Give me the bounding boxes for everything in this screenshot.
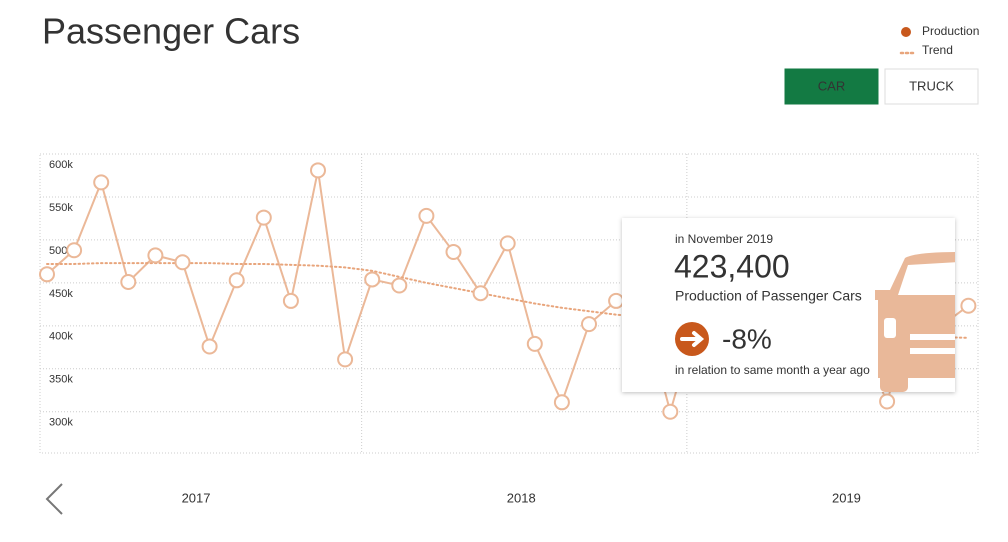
tooltip-change: -8%	[722, 323, 772, 354]
car-grille	[910, 334, 955, 340]
data-point	[66, 242, 83, 259]
button-label: TRUCK	[909, 78, 954, 93]
data-point	[445, 243, 462, 260]
legend-label: Production	[922, 24, 979, 38]
data-point	[608, 292, 625, 309]
tooltip-value: 423,400	[674, 248, 790, 284]
data-point	[310, 162, 326, 179]
y-tick-label: 400k	[49, 331, 73, 343]
data-point	[255, 209, 272, 226]
data-point	[364, 271, 381, 288]
legend-label: Trend	[922, 43, 953, 57]
y-tick-label: 450k	[49, 288, 73, 300]
data-point	[120, 274, 137, 291]
data-point	[418, 207, 435, 224]
data-point	[499, 235, 516, 252]
trend-line	[46, 262, 970, 339]
y-tick-label: 600k	[49, 159, 73, 171]
toggle-button[interactable]: CAR	[784, 68, 879, 105]
data-point	[93, 174, 110, 191]
tooltip-period: in November 2019	[675, 232, 773, 246]
data-point	[662, 403, 679, 420]
chart-title: Passenger Cars	[42, 11, 300, 52]
car-light	[884, 318, 896, 338]
car-wheel	[880, 370, 908, 392]
data-point	[526, 335, 543, 352]
change-arrow	[680, 331, 705, 347]
car-icon	[875, 252, 955, 392]
data-point	[960, 297, 977, 314]
data-point	[39, 266, 55, 283]
y-tick-label: 350k	[49, 374, 73, 386]
car-grille	[910, 348, 955, 354]
y-tick-label: 300k	[49, 417, 73, 429]
controls: Production Trend CAR TRUCK in November 2019 4…	[622, 24, 979, 392]
data-point	[282, 292, 299, 309]
x-tick-label: 2017	[182, 490, 211, 505]
x-tick-label: 2018	[507, 490, 536, 505]
data-point	[391, 277, 408, 294]
data-point	[174, 254, 191, 271]
car-window	[898, 262, 955, 295]
button-label: CAR	[818, 78, 845, 93]
button-bg	[784, 68, 879, 105]
legend-swatch	[901, 27, 911, 37]
back-button[interactable]	[45, 483, 63, 515]
data-point	[147, 247, 164, 264]
button-bg	[884, 68, 979, 105]
tooltip: in November 2019 423,400 Production of Pas…	[622, 218, 955, 392]
data-point	[201, 338, 218, 355]
x-tick-label: 2019	[832, 490, 861, 505]
data-point	[472, 285, 489, 302]
data-point	[553, 394, 570, 411]
data-point	[337, 351, 354, 368]
data-point	[879, 393, 896, 410]
y-tick-label: 550k	[49, 202, 73, 214]
tooltip-caption: Production of Passenger Cars	[675, 288, 862, 304]
toggle-button[interactable]: TRUCK	[884, 68, 979, 105]
data-point	[581, 316, 597, 333]
tooltip-note: in relation to same month a year ago	[675, 363, 870, 377]
data-point	[228, 272, 245, 289]
